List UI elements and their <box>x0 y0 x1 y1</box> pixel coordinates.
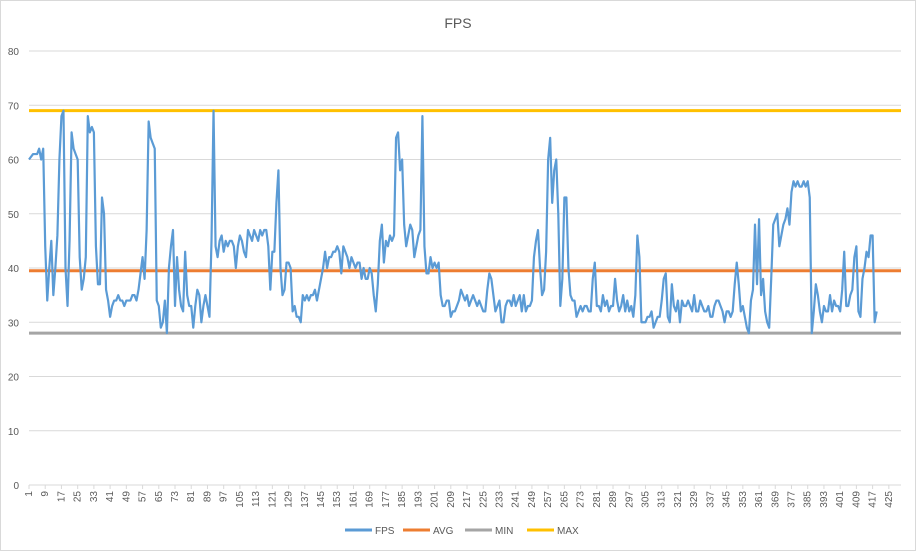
x-tick-label: 113 <box>251 491 262 507</box>
x-tick-label: 281 <box>592 491 603 508</box>
x-tick-label: 41 <box>105 491 116 503</box>
y-tick-label: 20 <box>8 373 20 384</box>
x-tick-label: 105 <box>235 491 246 508</box>
x-tick-label: 9 <box>40 491 51 497</box>
x-tick-label: 409 <box>851 491 862 508</box>
y-tick-label: 60 <box>8 156 20 167</box>
x-tick-label: 89 <box>202 491 213 503</box>
x-tick-label: 321 <box>673 491 684 508</box>
x-tick-label: 49 <box>121 491 132 503</box>
x-tick-label: 185 <box>397 491 408 508</box>
x-tick-label: 313 <box>657 491 668 508</box>
x-tick-label: 305 <box>640 491 651 508</box>
y-tick-label: 40 <box>8 264 20 275</box>
x-tick-label: 73 <box>170 491 181 503</box>
x-tick-label: 369 <box>770 491 781 508</box>
x-tick-label: 425 <box>884 491 895 508</box>
y-tick-label: 30 <box>8 318 20 329</box>
y-tick-label: 80 <box>8 47 20 58</box>
x-tick-label: 33 <box>89 491 100 503</box>
x-tick-label: 1 <box>24 491 35 497</box>
legend-label-min: MIN <box>495 526 513 537</box>
x-tick-label: 65 <box>154 491 165 503</box>
x-tick-label: 337 <box>705 491 716 508</box>
x-tick-label: 121 <box>267 491 278 508</box>
y-tick-label: 0 <box>13 481 19 492</box>
x-tick-label: 153 <box>332 491 343 508</box>
x-tick-label: 353 <box>738 491 749 508</box>
x-tick-label: 209 <box>446 491 457 508</box>
x-tick-label: 225 <box>478 491 489 508</box>
x-tick-label: 145 <box>316 491 327 508</box>
x-tick-label: 249 <box>527 491 538 508</box>
x-tick-label: 265 <box>559 491 570 508</box>
x-tick-label: 273 <box>576 491 587 508</box>
x-tick-label: 201 <box>430 491 441 508</box>
x-tick-label: 217 <box>462 491 473 508</box>
x-tick-label: 377 <box>786 491 797 508</box>
x-tick-label: 137 <box>300 491 311 508</box>
chart-title: FPS <box>444 15 471 31</box>
x-tick-label: 297 <box>624 491 635 508</box>
x-tick-label: 401 <box>835 491 846 508</box>
x-tick-label: 57 <box>138 491 149 503</box>
x-tick-label: 177 <box>381 491 392 508</box>
x-tick-label: 393 <box>819 491 830 508</box>
x-tick-label: 25 <box>73 491 84 503</box>
x-tick-label: 81 <box>186 491 197 503</box>
x-tick-label: 169 <box>365 491 376 508</box>
x-tick-label: 129 <box>284 491 295 508</box>
x-tick-label: 345 <box>722 491 733 508</box>
legend-label-max: MAX <box>557 526 579 537</box>
x-tick-label: 193 <box>413 491 424 508</box>
series-line-fps <box>28 109 878 335</box>
x-tick-label: 257 <box>543 491 554 508</box>
y-tick-label: 70 <box>8 101 20 112</box>
x-tick-label: 361 <box>754 491 765 508</box>
x-tick-label: 161 <box>348 491 359 508</box>
legend-label-fps: FPS <box>375 526 395 537</box>
x-tick-label: 385 <box>803 491 814 508</box>
y-tick-label: 10 <box>8 427 20 438</box>
x-tick-label: 241 <box>511 491 522 508</box>
y-tick-label: 50 <box>8 210 20 221</box>
x-tick-label: 417 <box>868 491 879 508</box>
x-tick-label: 17 <box>56 491 67 503</box>
x-tick-label: 329 <box>689 491 700 508</box>
x-tick-label: 289 <box>608 491 619 508</box>
legend-label-avg: AVG <box>433 526 454 537</box>
x-tick-label: 97 <box>219 491 230 503</box>
x-tick-label: 233 <box>494 491 505 508</box>
